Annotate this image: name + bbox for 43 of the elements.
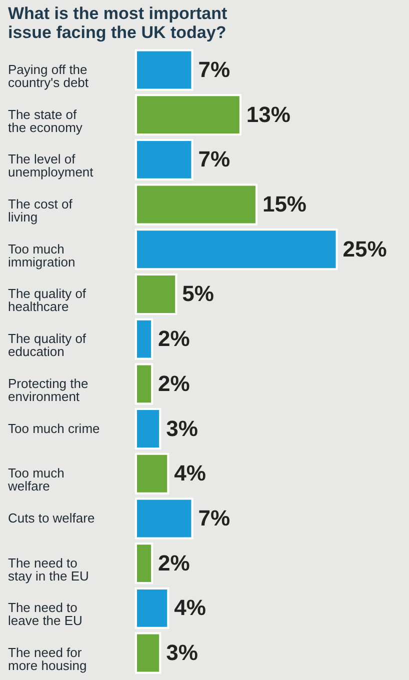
y-tick-label: The need to stay in the EU (8, 555, 89, 584)
bar (135, 228, 338, 270)
data-label: 15% (262, 192, 306, 217)
data-label: 3% (166, 640, 198, 666)
y-tick-label: The need to leave the EU (8, 600, 82, 628)
bar (135, 542, 154, 584)
bar (135, 138, 194, 180)
y-tick-label: The quality of healthcare (8, 286, 86, 314)
bar (135, 94, 242, 136)
bar (135, 452, 170, 494)
y-tick-label: The state of the economy (8, 106, 83, 135)
bar (135, 184, 258, 226)
y-tick-label: The need for more housing (8, 645, 87, 674)
bar (135, 587, 170, 629)
bar (135, 273, 178, 315)
data-label: 3% (166, 416, 198, 441)
y-tick-label: Too much immigration (8, 241, 76, 270)
bar (135, 49, 194, 91)
data-label: 2% (158, 326, 190, 352)
y-tick-label: Cuts to welfare (8, 510, 95, 526)
data-label: 7% (198, 505, 230, 530)
bar (135, 498, 194, 540)
bar (135, 632, 162, 674)
y-tick-label: Protecting the environment (8, 376, 88, 404)
data-label: 13% (246, 102, 290, 127)
y-tick-label: Too much welfare (7, 466, 64, 494)
data-label: 5% (182, 281, 214, 306)
data-label: 7% (198, 56, 230, 82)
data-label: 25% (342, 236, 387, 262)
data-label: 4% (174, 595, 206, 620)
y-tick-label: Too much crime (8, 420, 100, 436)
y-tick-label: The level of unemployment (8, 152, 94, 180)
y-tick-label: Paying off the country's debt (8, 62, 89, 90)
y-tick-label: The quality of education (8, 331, 86, 360)
y-tick-label: The cost of living (8, 196, 73, 225)
data-label: 2% (158, 370, 190, 396)
data-label: 7% (198, 146, 230, 172)
bar (135, 318, 154, 360)
bar (135, 408, 162, 450)
bar (135, 363, 154, 405)
data-label: 4% (174, 460, 206, 486)
data-label: 2% (158, 550, 190, 576)
chart-title: What is the most important issue facing the UK today? (8, 4, 228, 42)
